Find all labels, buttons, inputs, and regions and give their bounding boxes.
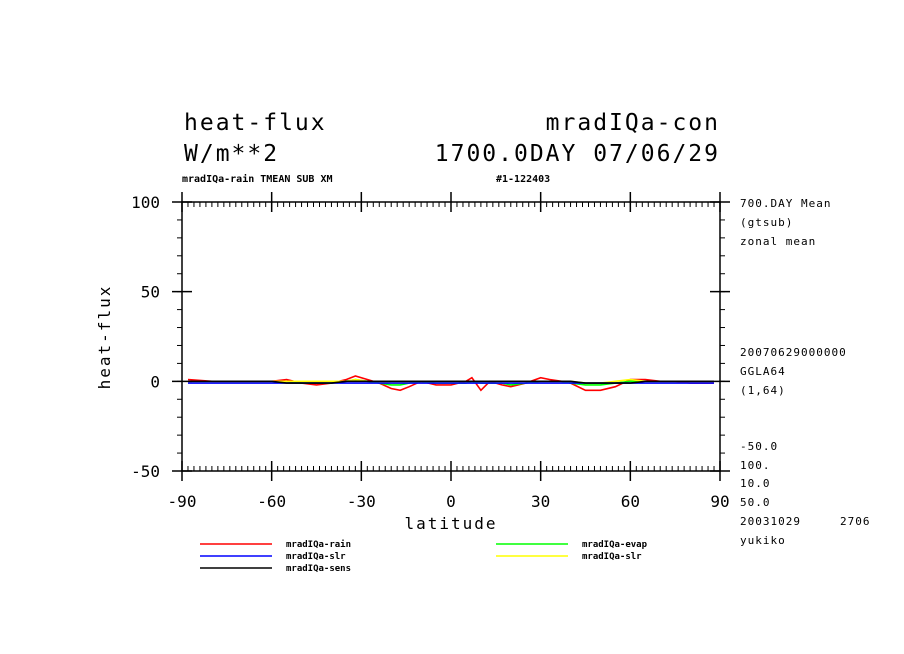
subtitle-left: mradIQa-rain TMEAN SUB XM	[182, 173, 333, 185]
side-stamp: 20070629000000	[740, 346, 847, 359]
y-tick-labels: -50 0 50 100	[131, 193, 160, 481]
side-num: 2706	[840, 515, 871, 528]
legend: mradIQa-rain mradIQa-evap mradIQa-slr mradI…	[200, 539, 648, 574]
right-date: 1700.0DAY 07/06/29	[435, 141, 720, 167]
side-mean: 700.DAY Mean	[740, 197, 831, 210]
x-tick-label: 30	[531, 492, 550, 511]
side-gtsub: (gtsub)	[740, 216, 793, 229]
side-v1: -50.0	[740, 440, 778, 453]
y-tick-label: 50	[141, 283, 160, 302]
major-ticks	[172, 192, 730, 481]
x-axis-label: latitude	[404, 514, 497, 533]
side-grid: GGLA64	[740, 365, 786, 378]
legend-label: mradIQa-slr	[286, 552, 346, 562]
subtitle-right: #1-122403	[496, 174, 550, 185]
y-tick-label: 0	[150, 372, 160, 391]
y-axis-label: heat-flux	[95, 285, 114, 390]
x-tick-label: 0	[446, 492, 456, 511]
legend-label: mradIQa-rain	[286, 539, 351, 550]
side-user: yukiko	[740, 534, 786, 547]
y-tick-label: -50	[131, 462, 160, 481]
minor-ticks	[177, 201, 725, 472]
series-lines	[187, 375, 714, 392]
legend-label: mradIQa-sens	[286, 564, 351, 574]
legend-label: mradIQa-evap	[582, 540, 648, 550]
plot-frame	[181, 201, 721, 472]
left-units: W/m**2	[184, 141, 279, 167]
side-date: 20031029	[740, 515, 801, 528]
side-v2: 100.	[740, 459, 771, 472]
x-tick-label: 90	[710, 492, 729, 511]
x-tick-label: -30	[347, 492, 376, 511]
side-dims: (1,64)	[740, 384, 786, 397]
side-v4: 50.0	[740, 496, 771, 509]
side-zonal: zonal mean	[740, 235, 816, 248]
side-v3: 10.0	[740, 477, 771, 490]
x-tick-label: 60	[621, 492, 640, 511]
x-tick-labels: -90 -60 -30 0 30 60 90	[168, 492, 730, 511]
y-tick-label: 100	[131, 193, 160, 212]
x-tick-label: -60	[257, 492, 286, 511]
legend-label: mradIQa-slr	[582, 552, 642, 562]
series-line-4	[188, 380, 714, 384]
series-line-0	[187, 375, 714, 392]
x-tick-label: -90	[168, 492, 197, 511]
right-title: mradIQa-con	[546, 110, 720, 136]
left-title: heat-flux	[184, 110, 327, 136]
